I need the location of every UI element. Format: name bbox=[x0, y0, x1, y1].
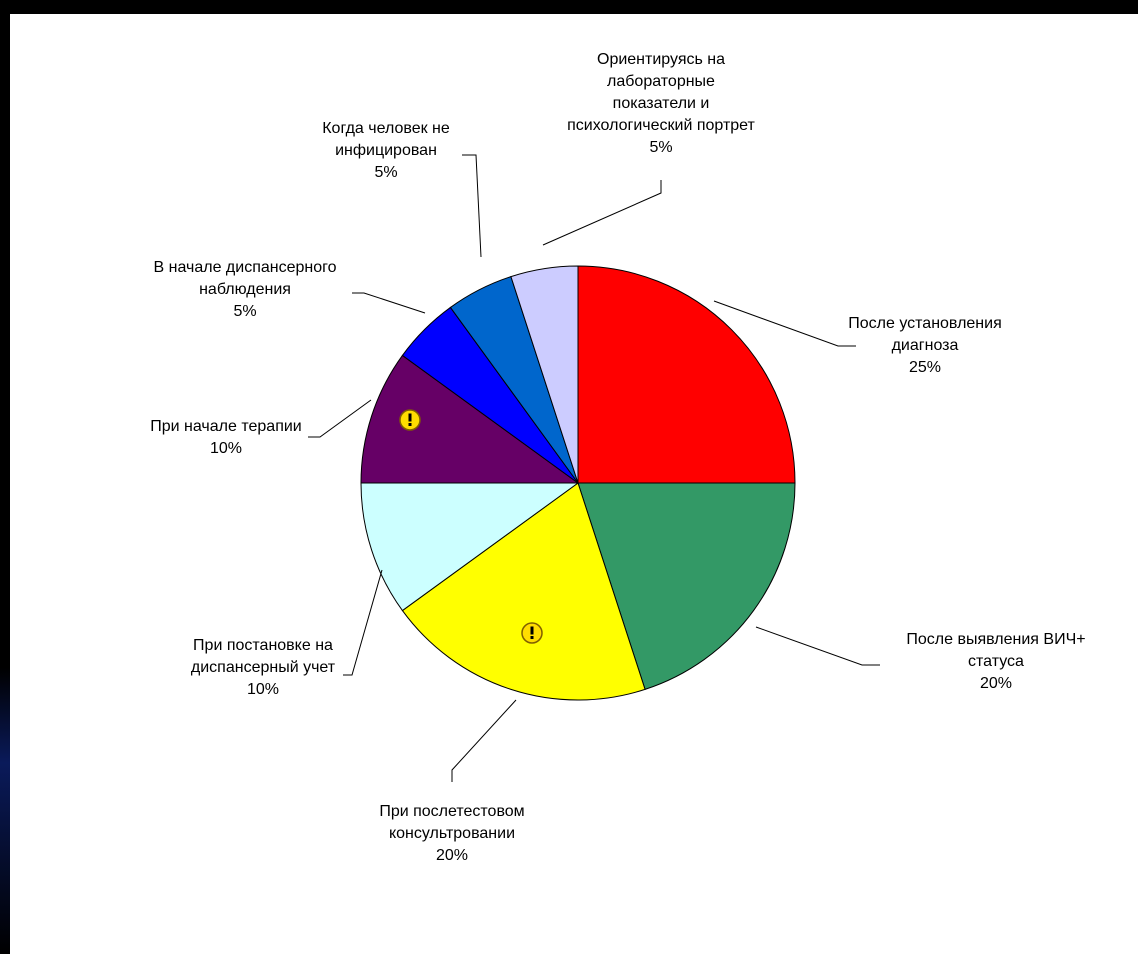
pie-slice bbox=[577, 265, 796, 484]
slice-percent-label: 25% bbox=[909, 359, 941, 376]
leader-line bbox=[451, 699, 517, 782]
slice-percent-label: 10% bbox=[247, 681, 279, 698]
pie-slices bbox=[360, 265, 796, 701]
slice-category-label: наблюдения bbox=[199, 281, 291, 298]
slice-percent-label: 5% bbox=[374, 164, 397, 181]
slice-category-label: лабораторные bbox=[607, 73, 715, 90]
leader-line bbox=[713, 300, 856, 347]
pie-slice bbox=[577, 482, 796, 691]
slice-percent-label: 10% bbox=[210, 440, 242, 457]
leader-line bbox=[343, 569, 383, 676]
pie-slice bbox=[401, 482, 646, 701]
slice-category-label: диагноза bbox=[892, 337, 959, 354]
slice-percent-label: 20% bbox=[980, 675, 1012, 692]
slice-category-label: показатели и bbox=[613, 95, 710, 112]
leader-line bbox=[462, 154, 482, 258]
slice-category-label: статуса bbox=[968, 653, 1024, 670]
slice-percent-label: 5% bbox=[233, 303, 256, 320]
leader-line bbox=[542, 180, 662, 246]
pie-slice bbox=[510, 265, 579, 484]
slice-category-label: При постановке на bbox=[193, 637, 333, 654]
leader-lines bbox=[308, 154, 880, 782]
pie-slice bbox=[360, 354, 580, 484]
slice-category-label: При начале терапии bbox=[150, 418, 301, 435]
slice-percent-label: 5% bbox=[649, 139, 672, 156]
slice-category-label: консультровании bbox=[389, 825, 515, 842]
slice-category-label: Ориентируясь на bbox=[597, 51, 725, 68]
exclamation-icon bbox=[521, 622, 543, 644]
slice-labels: После установления диагноза 25% После выявл… bbox=[150, 51, 1085, 864]
slice-category-label: После выявления ВИЧ+ bbox=[906, 631, 1085, 648]
slice-category-label: В начале диспансерного bbox=[154, 259, 337, 276]
slice-category-label: Когда человек не bbox=[322, 120, 450, 137]
slice-category-label: диспансерный учет bbox=[191, 659, 336, 676]
slide-border bbox=[0, 0, 10, 954]
exclamation-icon bbox=[399, 409, 421, 431]
slice-category-label: При послетестовом bbox=[379, 803, 524, 820]
slice-category-label: инфицирован bbox=[335, 142, 437, 159]
slice-percent-label: 20% bbox=[436, 847, 468, 864]
leader-line bbox=[308, 399, 372, 438]
slice-markers bbox=[399, 409, 543, 644]
slice-category-label: психологический портрет bbox=[567, 117, 755, 134]
leader-line bbox=[352, 292, 426, 314]
leader-line bbox=[755, 626, 880, 666]
slice-category-label: После установления bbox=[848, 315, 1001, 332]
pie-slice bbox=[360, 482, 580, 612]
